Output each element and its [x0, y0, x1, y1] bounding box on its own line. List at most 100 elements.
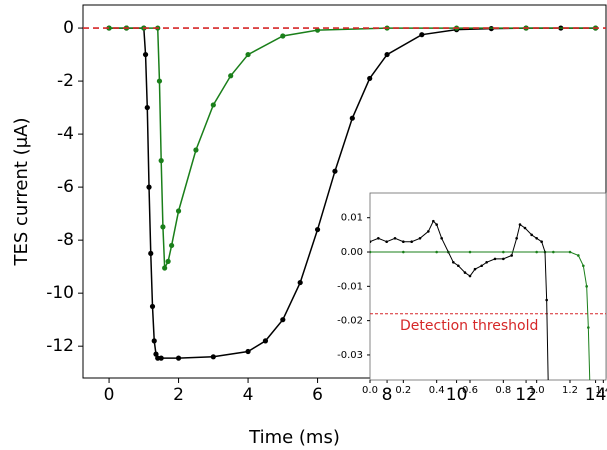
data-point: [485, 261, 488, 264]
data-point: [149, 303, 156, 310]
data-point: [457, 264, 460, 268]
x-tick-label: 6: [312, 385, 323, 405]
data-point: [468, 250, 472, 254]
data-point: [582, 264, 585, 268]
data-point: [245, 51, 251, 58]
data-point: [402, 240, 405, 244]
x-tick-label: 1.0: [529, 385, 545, 396]
data-point: [410, 240, 413, 244]
x-tick-label: 0.0: [362, 385, 378, 396]
y-tick-label: -0.03: [337, 350, 363, 361]
x-tick-label: 2: [173, 385, 184, 405]
x-tick-label: 0.8: [495, 385, 511, 396]
data-point: [480, 264, 483, 268]
data-point: [468, 274, 472, 278]
x-tick-label: 0: [104, 385, 115, 405]
data-point: [547, 388, 550, 391]
data-point: [515, 236, 518, 240]
y-tick-label: -0.01: [337, 281, 363, 292]
x-tick-label: 4: [243, 385, 254, 405]
data-point: [419, 32, 425, 38]
x-tick-label: 8: [382, 385, 393, 405]
y-tick-label: -2: [57, 71, 74, 91]
y-tick-label: 0.00: [341, 247, 363, 258]
y-tick-label: -8: [57, 230, 74, 250]
data-point: [142, 51, 149, 58]
data-point: [535, 250, 538, 254]
data-point: [568, 250, 572, 254]
data-point: [463, 271, 467, 274]
plot-area: [369, 192, 607, 381]
data-point: [370, 250, 372, 254]
data-point: [169, 242, 175, 249]
plot-content: [370, 219, 606, 391]
data-point: [158, 355, 164, 361]
y-tick-label: -6: [57, 177, 74, 197]
data-point: [435, 250, 438, 254]
y-tick-label: -0.02: [337, 316, 363, 327]
data-point: [585, 285, 588, 288]
data-point: [228, 73, 234, 79]
x-tick-label: 1.2: [562, 385, 578, 396]
data-point: [280, 33, 286, 39]
data-point: [393, 236, 397, 240]
data-point: [384, 51, 390, 58]
data-point: [175, 208, 182, 214]
data-point: [162, 265, 168, 271]
data-point: [151, 338, 157, 344]
data-point: [540, 240, 543, 244]
data-point: [545, 298, 548, 302]
x-axis-label: Time (ms): [248, 427, 340, 448]
data-point: [473, 267, 477, 271]
x-tick-label: 1.4: [595, 385, 607, 396]
data-point: [402, 250, 405, 254]
data-point: [165, 258, 171, 264]
y-tick-label: 0: [63, 18, 74, 38]
data-point: [314, 27, 321, 33]
data-point: [158, 158, 164, 164]
x-tick-label: 0.6: [462, 385, 478, 396]
data-point: [245, 348, 251, 355]
x-tick-label: 12: [515, 385, 537, 405]
data-point: [523, 226, 527, 230]
data-point: [153, 351, 159, 357]
data-point: [552, 250, 555, 254]
data-point: [432, 219, 435, 223]
data-point: [370, 240, 372, 244]
data-point: [210, 354, 216, 360]
x-tick-label: 14: [585, 385, 607, 405]
data-point: [332, 168, 338, 174]
data-point: [435, 223, 438, 226]
data-point: [502, 257, 505, 261]
data-point: [377, 236, 380, 240]
data-point: [418, 236, 422, 240]
data-point: [577, 254, 580, 257]
data-point: [193, 147, 199, 153]
data-point: [148, 250, 154, 257]
data-point: [314, 226, 321, 233]
y-axis-label: TES current (μA): [11, 118, 32, 267]
x-tick-label: 10: [446, 385, 468, 405]
data-point: [210, 102, 216, 108]
data-point: [385, 240, 388, 244]
data-point: [535, 236, 538, 240]
data-point: [587, 326, 590, 329]
data-point: [510, 254, 513, 257]
data-point: [427, 230, 430, 233]
data-point: [175, 355, 182, 361]
data-point: [146, 184, 152, 190]
y-tick-label: 0.01: [341, 213, 363, 224]
y-tick-label: -12: [46, 336, 74, 356]
data-point: [262, 338, 269, 344]
data-point: [144, 104, 150, 111]
x-tick-label: 0.4: [429, 385, 445, 396]
y-tick-label: -4: [57, 124, 74, 144]
x-tick-label: 0.2: [395, 385, 411, 396]
data-point: [297, 279, 303, 286]
data-point: [518, 223, 522, 226]
threshold-label: Detection threshold: [400, 318, 538, 334]
y-tick-label: -10: [46, 283, 74, 303]
data-point: [452, 261, 455, 264]
